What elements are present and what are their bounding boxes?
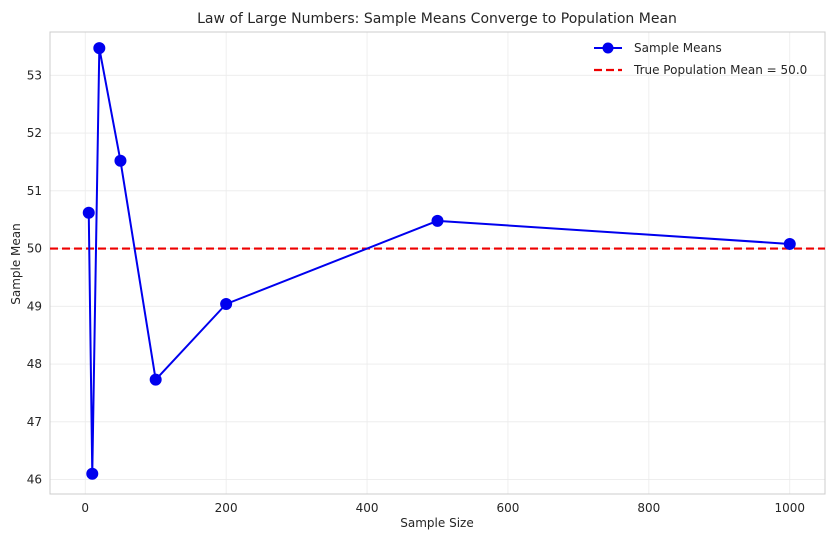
legend: Sample Means True Population Mean = 50.0	[594, 41, 807, 77]
data-point	[93, 42, 106, 55]
data-point	[149, 373, 162, 386]
y-tick-label: 53	[27, 68, 42, 82]
y-tick-label: 49	[27, 299, 42, 313]
y-axis-label: Sample Mean	[9, 223, 23, 305]
data-point	[82, 206, 95, 219]
data-point	[783, 237, 796, 250]
data-point	[86, 467, 99, 480]
y-tick-label: 52	[27, 126, 42, 140]
x-tick-label: 800	[637, 501, 660, 515]
x-tick-label: 600	[497, 501, 520, 515]
data-point	[114, 154, 127, 167]
y-tick-label: 47	[27, 415, 42, 429]
x-tick-label: 1000	[774, 501, 805, 515]
x-axis-label: Sample Size	[400, 516, 473, 530]
series-line-sample-means	[87, 47, 790, 475]
plot-border	[49, 31, 826, 495]
x-tick-label: 0	[81, 501, 89, 515]
x-axis-ticks: 0 200 400 600 800 1000	[81, 501, 805, 515]
x-tick-label: 200	[215, 501, 238, 515]
grid	[50, 32, 825, 494]
x-tick-label: 400	[356, 501, 379, 515]
y-axis-ticks: 46 47 48 49 50 51 52 53	[27, 68, 42, 486]
legend-label-sample-means: Sample Means	[634, 41, 722, 55]
y-tick-label: 51	[27, 184, 42, 198]
legend-label-population-mean: True Population Mean = 50.0	[633, 63, 807, 77]
chart-title: Law of Large Numbers: Sample Means Conve…	[197, 11, 677, 27]
y-tick-label: 46	[27, 473, 42, 487]
data-point	[220, 298, 233, 311]
legend-marker-sample-means	[602, 42, 614, 54]
series-layer	[82, 42, 796, 480]
y-tick-label: 50	[27, 242, 42, 256]
plot-frame	[49, 31, 826, 495]
y-tick-label: 48	[27, 357, 42, 371]
data-point	[431, 214, 444, 227]
